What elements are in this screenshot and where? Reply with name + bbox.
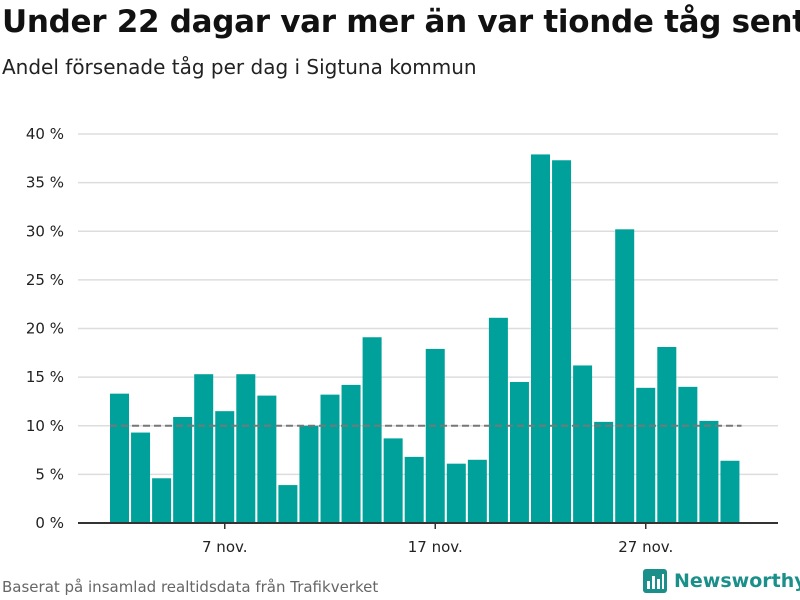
bar (320, 394, 340, 523)
bar (678, 386, 698, 523)
bar (278, 485, 298, 523)
bar (425, 348, 445, 523)
bar (362, 337, 382, 523)
y-tick-label: 25 % (26, 271, 64, 289)
chart-title: Under 22 dagar var mer än var tionde tåg… (2, 4, 800, 40)
source-note: Baserat på insamlad realtidsdata från Tr… (2, 578, 379, 596)
y-tick-label: 10 % (26, 417, 64, 435)
bar (404, 456, 424, 523)
bar (257, 395, 277, 523)
y-tick-label: 40 % (26, 125, 64, 143)
bar (720, 460, 740, 523)
bar (509, 381, 529, 523)
bar (552, 160, 572, 523)
y-tick-label: 0 % (35, 514, 64, 532)
bar (194, 374, 214, 523)
bar (131, 432, 151, 523)
bar (110, 393, 129, 523)
x-tick-label: 7 nov. (202, 538, 247, 556)
bar (173, 416, 193, 523)
y-tick-label: 15 % (26, 368, 64, 386)
bar (573, 365, 593, 523)
bar (636, 387, 656, 523)
x-axis (78, 522, 778, 529)
bar (341, 384, 361, 523)
brand-logo[interactable]: Newsworthy (642, 568, 800, 594)
bar (657, 346, 677, 523)
bar (594, 421, 614, 523)
bars (110, 154, 740, 524)
x-tick-label: 17 nov. (408, 538, 463, 556)
brand-name: Newsworthy (674, 570, 800, 592)
bar (446, 463, 466, 523)
bar (615, 229, 635, 523)
bar (699, 420, 719, 523)
chart-subtitle: Andel försenade tåg per dag i Sigtuna ko… (2, 55, 477, 79)
bar (152, 478, 172, 523)
bar (488, 317, 508, 523)
bar (531, 154, 550, 524)
bar (236, 374, 256, 523)
x-tick-label: 27 nov. (618, 538, 673, 556)
y-tick-label: 35 % (26, 174, 64, 192)
bar-chart-logo-icon (643, 569, 667, 593)
x-axis-labels: 7 nov. 17 nov. 27 nov. (202, 538, 673, 556)
bar (215, 411, 235, 523)
bar-chart: 0 % 5 % 10 % 15 % 20 % 25 % 30 % 35 % 40 % 7 nov… (26, 125, 778, 556)
bar (383, 438, 403, 523)
y-tick-label: 30 % (26, 222, 64, 240)
y-axis-labels: 0 % 5 % 10 % 15 % 20 % 25 % 30 % 35 % 40 % (26, 125, 64, 532)
bar (299, 425, 319, 523)
bar (467, 459, 487, 523)
y-tick-label: 5 % (35, 465, 64, 483)
y-tick-label: 20 % (26, 320, 64, 338)
